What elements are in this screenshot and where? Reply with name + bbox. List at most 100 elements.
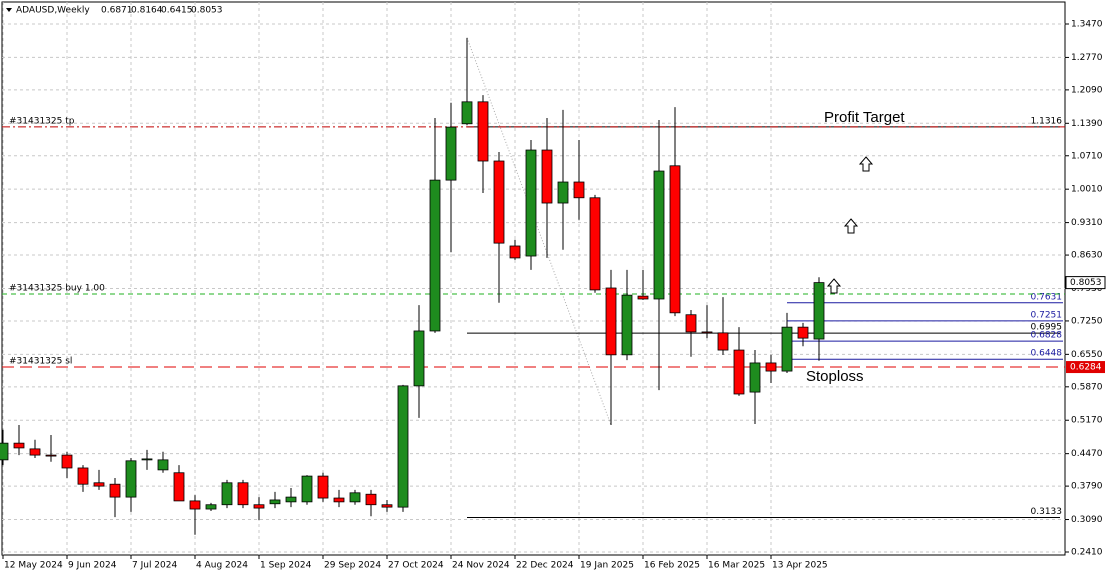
candle-body: [381, 504, 393, 508]
candle-body: [493, 160, 505, 244]
y-tick-label: 0.9310: [1071, 218, 1103, 228]
plot-frame: [1, 1, 1066, 556]
menu-triangle: [6, 8, 12, 12]
candle-body: [221, 482, 233, 506]
y-tick-label: 0.8630: [1071, 251, 1103, 261]
candle-body: [685, 314, 697, 333]
y-tick-label: 0.3090: [1071, 515, 1103, 525]
candle-body: [365, 493, 377, 506]
candle-body: [669, 165, 681, 314]
candle-body: [109, 483, 121, 498]
y-tick-label: 0.4470: [1071, 449, 1103, 459]
candle-body: [509, 245, 521, 259]
x-tick-label: 16 Mar 2025: [708, 561, 765, 571]
candle-body: [141, 458, 153, 461]
candle-body: [317, 475, 329, 499]
x-tick-label: 13 Apr 2025: [772, 561, 828, 571]
candle-body: [477, 101, 489, 162]
candle-body: [125, 460, 137, 498]
price-box: [1065, 276, 1106, 290]
x-tick-label: 9 Jun 2024: [68, 561, 117, 571]
candle-body: [781, 326, 793, 372]
arrows: [826, 156, 874, 294]
fib-level-label: 0.3133: [1031, 507, 1063, 517]
grid: [2, 2, 1065, 555]
candle-body: [29, 448, 41, 456]
y-tick-label: 0.5870: [1071, 382, 1103, 392]
up-arrow: [843, 218, 859, 234]
header-low: 0.6415: [161, 6, 193, 16]
y-tick-label: 0.6550: [1071, 350, 1103, 360]
candle-body: [525, 149, 537, 257]
annotation: Stoploss: [806, 368, 864, 385]
x-tick-label: 4 Aug 2024: [196, 561, 248, 571]
y-tick-label: 0.5170: [1071, 416, 1103, 426]
order-label: #31431325 tp: [9, 116, 75, 126]
x-tick-label: 16 Feb 2025: [644, 561, 700, 571]
order-label: #31431325 sl: [9, 357, 72, 367]
header-open: 0.6871: [101, 6, 133, 16]
x-tick-label: 24 Nov 2024: [452, 561, 510, 571]
candle-body: [733, 349, 745, 395]
candle-body: [77, 467, 89, 485]
candle-body: [0, 442, 9, 461]
candle-body: [765, 362, 777, 372]
candle-body: [45, 454, 57, 457]
levels: 1.1316 0.6995 0.3133 0.7631 0.7251 0.6828 0.64…: [2, 37, 1065, 518]
candle-body: [205, 504, 217, 510]
candles: [0, 37, 825, 535]
candle-body: [717, 332, 729, 351]
x-tick-label: 22 Dec 2024: [516, 561, 574, 571]
candle-body: [237, 482, 249, 506]
candle-body: [797, 326, 809, 339]
candle-body: [637, 295, 649, 300]
candle-body: [13, 442, 25, 449]
candle-body: [701, 331, 713, 334]
fib-level-label: 0.7631: [1031, 292, 1063, 302]
candle-body: [285, 496, 297, 503]
candle-body: [813, 282, 825, 340]
candle-body: [93, 482, 105, 487]
candle-body: [333, 497, 345, 503]
y-tick-label: 0.3790: [1071, 482, 1103, 492]
candle-body: [173, 472, 185, 502]
candle-body: [189, 500, 201, 510]
x-tick-label: 19 Jan 2025: [580, 561, 634, 571]
candle-body: [157, 459, 169, 471]
candle-body: [653, 170, 665, 300]
y-tick-label: 0.7250: [1071, 316, 1103, 326]
price-box-label: 0.8053: [1070, 278, 1102, 288]
candle-body: [541, 149, 553, 204]
candle-body: [429, 179, 441, 332]
y-tick-label: 1.2770: [1071, 53, 1103, 63]
price-box: [1066, 361, 1105, 374]
candle-body: [557, 181, 569, 204]
candle-body: [573, 181, 585, 199]
fib-level-label: 0.7251: [1031, 310, 1063, 320]
candle-body: [269, 499, 281, 505]
candle-body: [349, 492, 361, 503]
candle-body: [621, 294, 633, 356]
header-close: 0.8053: [191, 6, 223, 16]
candle-body: [461, 101, 473, 125]
candle-body: [397, 385, 409, 508]
axes: 1.3470 1.2770 1.2090 1.1390 1.0710 1.0010 0.93…: [2, 20, 1106, 571]
fib-level-label: 0.6995: [1031, 323, 1063, 333]
y-tick-label: 1.0010: [1071, 185, 1103, 195]
x-tick-label: 7 Jul 2024: [132, 561, 177, 571]
order-label: #31431325 buy 1.00: [9, 283, 105, 293]
x-tick-label: 27 Oct 2024: [388, 561, 444, 571]
annotation: Profit Target: [824, 109, 905, 126]
fib-level-label: 0.6828: [1031, 331, 1063, 341]
y-tick-label: 1.1390: [1071, 119, 1103, 129]
chart-title: ADAUSD,Weekly: [16, 6, 90, 16]
candle-body: [605, 287, 617, 356]
y-tick-label: 1.2090: [1071, 85, 1103, 95]
x-tick-label: 29 Sep 2024: [324, 561, 381, 571]
price-box-label: 0.6284: [1070, 363, 1102, 373]
candle-body: [445, 126, 457, 181]
candle-body: [253, 504, 265, 509]
x-tick-label: 12 May 2024: [4, 561, 63, 571]
y-tick-label: 1.0710: [1071, 151, 1103, 161]
